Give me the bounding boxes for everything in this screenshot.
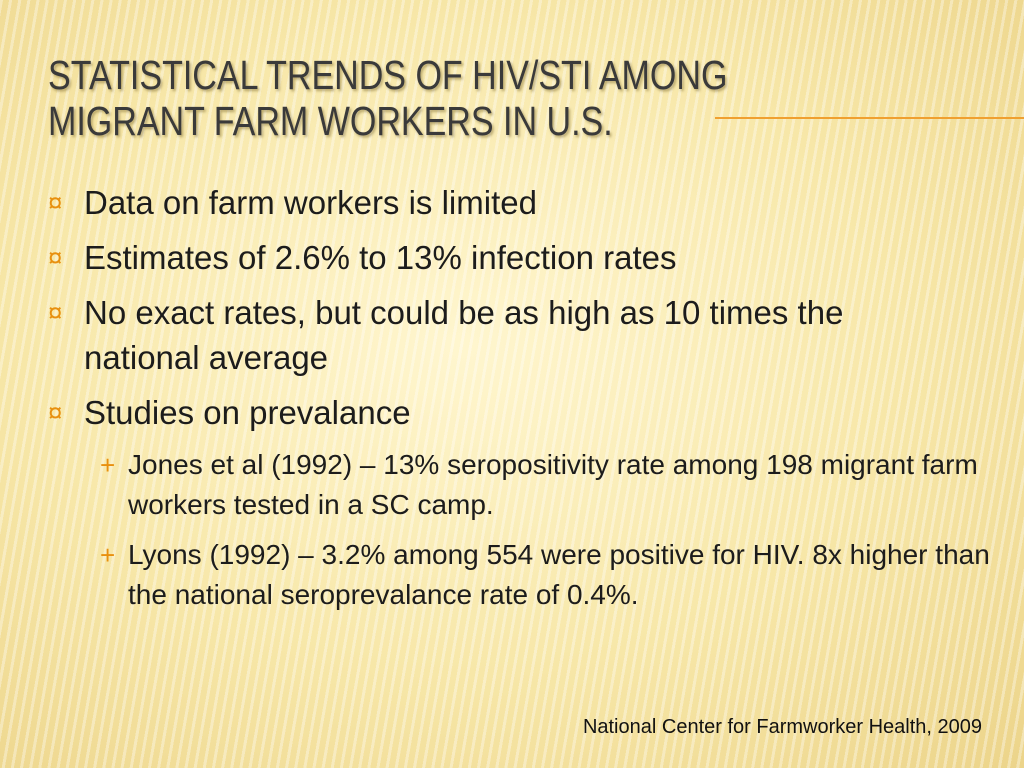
bullet: Studies on prevalance	[48, 390, 958, 435]
bullet-list: Data on farm workers is limited Estimates…	[48, 180, 990, 625]
bullet: Data on farm workers is limited	[48, 180, 958, 225]
title-rule	[715, 117, 1024, 119]
sub-bullet: Lyons (1992) – 3.2% among 554 were posit…	[92, 535, 1008, 615]
citation: National Center for Farmworker Health, 2…	[582, 716, 982, 738]
sub-bullet: Jones et al (1992) – 13% seropositivity …	[92, 445, 1008, 525]
bullet: Estimates of 2.6% to 13% infection rates	[48, 235, 958, 280]
title: STATISTICAL TRENDS OF HIV/STI AMONG MIGR…	[48, 52, 878, 144]
bullet: No exact rates, but could be as high as …	[48, 290, 958, 380]
title-line: MIGRANT FARM WORKERS IN U.S.	[48, 98, 613, 144]
title-line: STATISTICAL TRENDS OF HIV/STI AMONG	[48, 52, 728, 98]
